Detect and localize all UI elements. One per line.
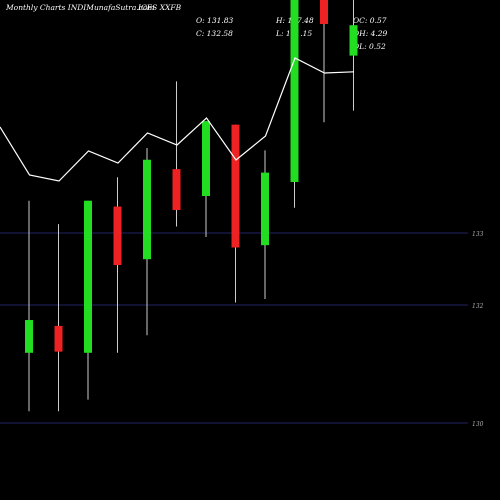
y-tick-label: 130 bbox=[472, 421, 484, 428]
y-tick-label: 132 bbox=[472, 303, 484, 310]
candle-body bbox=[202, 121, 210, 197]
candle-body bbox=[320, 0, 328, 25]
close-value: C: 132.58 bbox=[196, 29, 233, 38]
symbol-label: ICES XXFB bbox=[138, 3, 182, 12]
candle-body bbox=[54, 325, 63, 352]
candle-body bbox=[143, 159, 151, 260]
candle-body bbox=[113, 206, 122, 266]
candle-body bbox=[290, 0, 299, 182]
y-tick-label: 133 bbox=[472, 231, 484, 238]
oc-value: OC: 0.57 bbox=[353, 16, 387, 25]
candle-body bbox=[231, 124, 240, 248]
candle-body bbox=[172, 169, 181, 211]
open-value: O: 131.83 bbox=[196, 16, 234, 25]
candle-body bbox=[349, 25, 358, 56]
oh-value: OH: 4.29 bbox=[353, 29, 388, 38]
candle-body bbox=[261, 172, 269, 246]
indicator-line bbox=[0, 57, 355, 182]
candle-body bbox=[25, 320, 33, 353]
candle-body bbox=[84, 200, 92, 353]
ol-value: OL: 0.52 bbox=[353, 42, 386, 51]
site-title: Monthly Charts INDIMunafaSutra.com bbox=[6, 3, 155, 12]
